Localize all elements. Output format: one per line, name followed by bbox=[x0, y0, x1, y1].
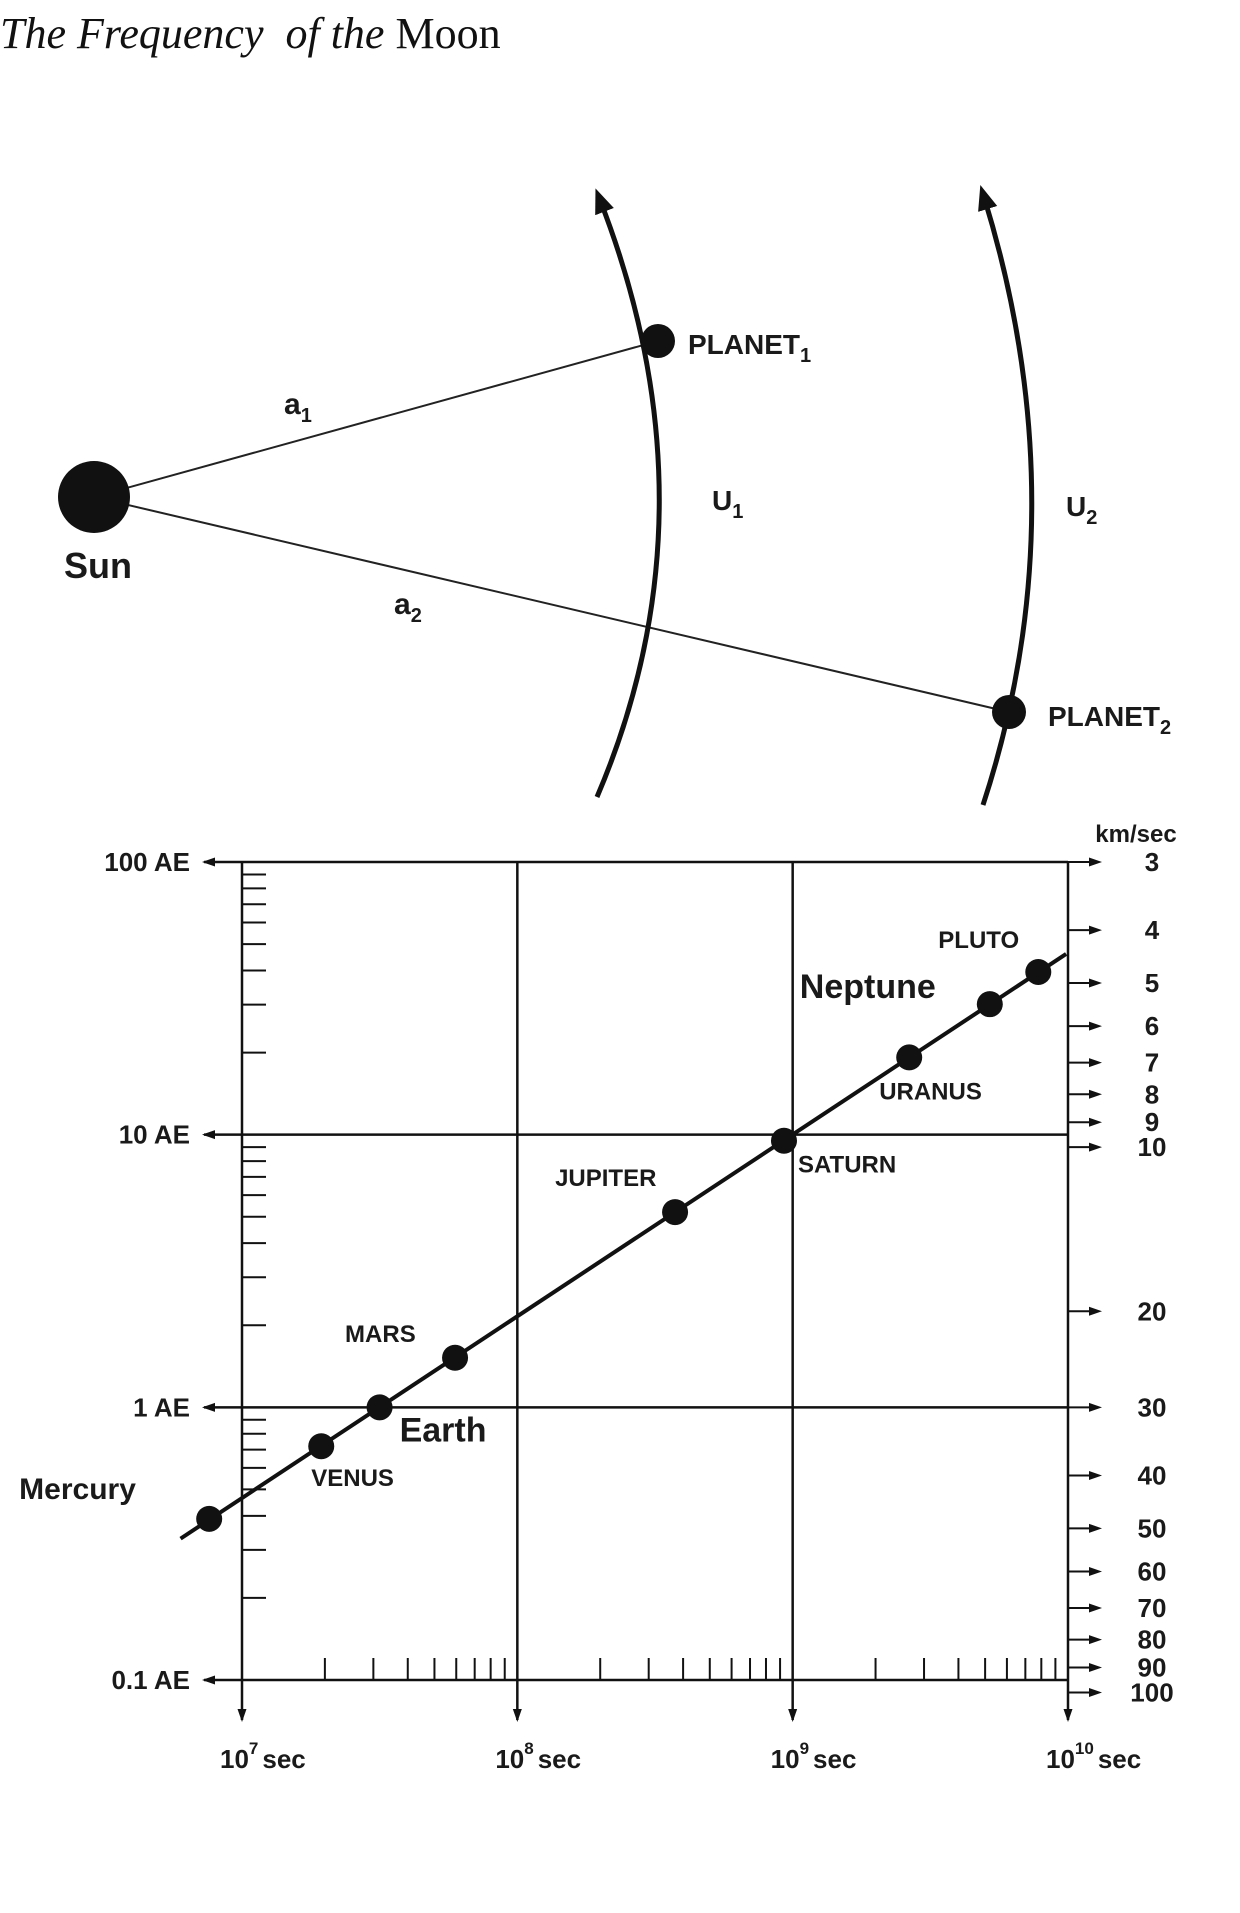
right-tick-arrow bbox=[1089, 978, 1102, 988]
a1-label: a1 bbox=[284, 388, 312, 427]
right-tick-arrow bbox=[1089, 1142, 1102, 1152]
x-tick-label: 107 sec bbox=[220, 1739, 306, 1774]
x-tick-arrow bbox=[237, 1709, 247, 1722]
y-tick-label: 10 AE bbox=[119, 1120, 190, 1150]
right-tick-arrow bbox=[1089, 1058, 1102, 1068]
page-header-title: The Frequency of the Moon bbox=[0, 8, 501, 59]
right-tick-label: 60 bbox=[1138, 1556, 1167, 1586]
planet-label-jupiter: JUPITER bbox=[555, 1165, 656, 1192]
right-tick-arrow bbox=[1089, 1117, 1102, 1127]
sun-dot bbox=[58, 461, 130, 533]
planet-point-pluto bbox=[1025, 958, 1052, 985]
right-tick-arrow bbox=[1089, 1470, 1102, 1480]
right-tick-arrow bbox=[1089, 1402, 1102, 1412]
right-tick-arrow bbox=[1089, 1663, 1102, 1673]
x-tick-label: 108 sec bbox=[495, 1739, 581, 1774]
planet-label-mercury: Mercury bbox=[19, 1473, 136, 1506]
planet-point-venus bbox=[308, 1433, 335, 1460]
planet-point-neptune bbox=[976, 991, 1003, 1018]
right-tick-label: 6 bbox=[1145, 1011, 1159, 1041]
right-tick-arrow bbox=[1089, 1523, 1102, 1533]
right-tick-label: 9 bbox=[1145, 1107, 1159, 1137]
planet-1-label: PLANET1 bbox=[688, 329, 811, 367]
right-tick-label: 70 bbox=[1138, 1593, 1167, 1623]
x-tick-arrow bbox=[1063, 1709, 1073, 1722]
right-tick-arrow bbox=[1089, 925, 1102, 935]
radius-a1-line bbox=[93, 340, 659, 498]
right-tick-arrow bbox=[1089, 1089, 1102, 1099]
planet-point-jupiter bbox=[662, 1199, 689, 1226]
planet-1-dot bbox=[641, 324, 675, 358]
radius-a2-line bbox=[93, 496, 1010, 713]
planet-label-venus: VENUS bbox=[311, 1465, 394, 1492]
x-tick-label: 1010 sec bbox=[1046, 1739, 1141, 1774]
planet-point-uranus bbox=[896, 1044, 923, 1071]
right-tick-label: 30 bbox=[1138, 1392, 1167, 1422]
right-tick-label: 4 bbox=[1145, 915, 1160, 945]
right-tick-arrow bbox=[1089, 1635, 1102, 1645]
right-tick-arrow bbox=[1089, 1603, 1102, 1613]
right-tick-label: 80 bbox=[1138, 1625, 1167, 1655]
right-tick-label: 90 bbox=[1138, 1653, 1167, 1683]
sun-label: Sun bbox=[64, 545, 132, 586]
y-tick-label: 1 AE bbox=[133, 1392, 190, 1422]
x-tick-arrow bbox=[512, 1709, 522, 1722]
right-tick-arrow bbox=[1089, 1566, 1102, 1576]
planet-label-mars: MARS bbox=[345, 1321, 416, 1348]
y-tick-arrow bbox=[202, 1130, 215, 1140]
y-tick-arrow bbox=[202, 857, 215, 867]
planet-label-uranus: URANUS bbox=[879, 1078, 982, 1105]
right-tick-label: 100 bbox=[1130, 1677, 1173, 1707]
right-tick-arrow bbox=[1089, 857, 1102, 867]
planet-point-earth bbox=[366, 1394, 393, 1421]
planet-point-mercury bbox=[196, 1505, 223, 1532]
planet-point-saturn bbox=[770, 1127, 797, 1154]
title-italic: The Frequency of the bbox=[0, 9, 385, 58]
y-tick-arrow bbox=[202, 1402, 215, 1412]
y-tick-arrow bbox=[202, 1675, 215, 1685]
right-tick-arrow bbox=[1089, 1021, 1102, 1031]
x-tick-label: 109 sec bbox=[771, 1739, 857, 1774]
y-tick-label: 100 AE bbox=[104, 847, 190, 877]
planet-point-mars bbox=[442, 1344, 469, 1371]
planet-2-dot bbox=[992, 695, 1026, 729]
u2-label: U2 bbox=[1066, 491, 1097, 529]
orbit-1-arc bbox=[594, 188, 662, 798]
right-tick-label: 20 bbox=[1138, 1296, 1167, 1326]
right-tick-arrow bbox=[1089, 1306, 1102, 1316]
right-tick-label: 8 bbox=[1145, 1079, 1159, 1109]
right-tick-label: 10 bbox=[1138, 1132, 1167, 1162]
right-tick-label: 3 bbox=[1145, 847, 1159, 877]
planet-label-neptune: Neptune bbox=[800, 968, 936, 1006]
right-tick-label: 5 bbox=[1145, 968, 1159, 998]
x-tick-arrow bbox=[788, 1709, 798, 1722]
y-tick-label: 0.1 AE bbox=[111, 1665, 190, 1695]
planet-label-saturn: SATURN bbox=[798, 1152, 896, 1179]
u1-label: U1 bbox=[712, 485, 743, 523]
right-tick-label: 7 bbox=[1145, 1048, 1159, 1078]
right-tick-label: 50 bbox=[1138, 1513, 1167, 1543]
orbit-diagram: Sun a1 a2 U1 U2 PLANET1 PLANET2 bbox=[58, 185, 1171, 806]
right-tick-arrow bbox=[1089, 1687, 1102, 1697]
planet-label-pluto: PLUTO bbox=[938, 927, 1019, 954]
right-axis-unit-label: km/sec bbox=[1095, 821, 1176, 848]
planet-label-earth: Earth bbox=[400, 1411, 487, 1449]
right-tick-label: 40 bbox=[1138, 1460, 1167, 1490]
a2-label: a2 bbox=[394, 588, 422, 627]
title-roman: Moon bbox=[395, 9, 501, 58]
planet-2-label: PLANET2 bbox=[1048, 701, 1171, 739]
